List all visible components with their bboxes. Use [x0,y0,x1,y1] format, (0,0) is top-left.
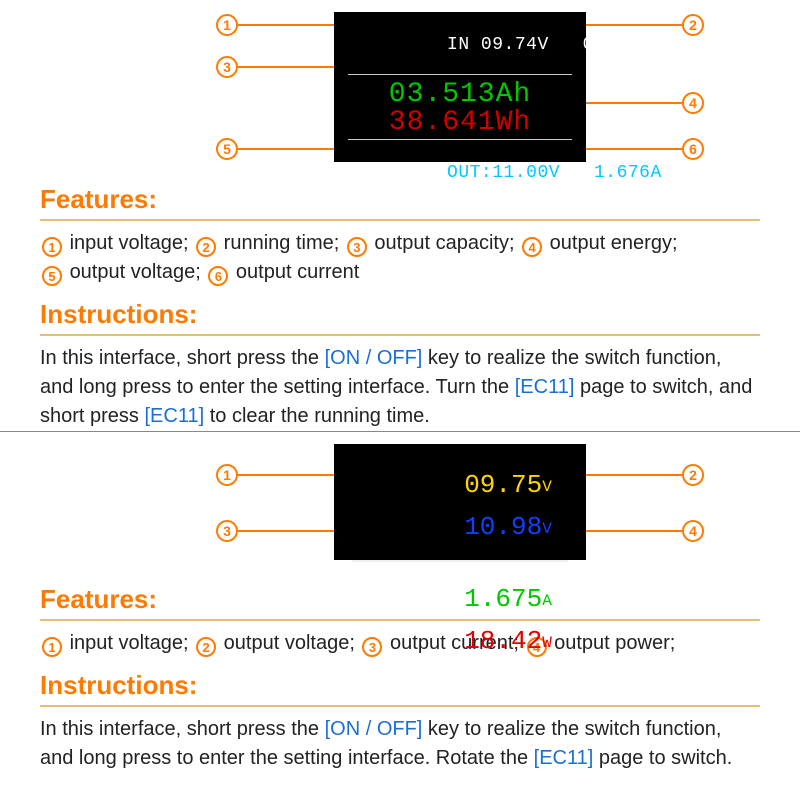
instr-text: to clear the running time. [204,405,430,427]
keyword-on-off: [ON / OFF] [325,347,423,369]
callout-badge-4: 4 [682,92,704,114]
instructions-text-1: In this interface, short press the [ON /… [40,344,760,431]
leader-b2 [586,474,682,476]
lcd1-divider-bottom [348,139,572,140]
feature-item: output capacity; [374,232,514,254]
lcd1-row-top: IN 09.74V 01:30:24 [334,18,586,72]
keyword-ec11: [EC11] [144,405,204,427]
feature-item: output voltage; [70,261,201,283]
leader-3 [238,66,334,68]
lcd1-capacity: 03.513Ah [334,81,586,109]
callout-badge-1: 1 [216,14,238,36]
callout-badge-b1: 1 [216,464,238,486]
leader-5 [238,148,334,150]
lcd2-w-unit: W [542,634,552,652]
callout-badge-b3: 3 [216,520,238,542]
lcd1-divider-top [348,74,572,75]
lcd2-output-current: 1.675 [464,584,542,614]
lcd-screen-2: 09.75V 10.98V 1.675A 18.42W [334,444,586,560]
leader-6 [586,148,682,150]
instructions-text-2: In this interface, short press the [ON /… [40,715,760,773]
callout-badge-5: 5 [216,138,238,160]
inline-badge-icon: 3 [347,237,367,257]
feature-item: input voltage; [70,632,189,654]
lcd2-row-bottom: 1.675A 18.42W [334,570,586,670]
lcd2-a-unit: A [542,592,552,610]
feature-item: running time; [224,232,340,254]
keyword-ec11: [EC11] [515,376,575,398]
callout-badge-2: 2 [682,14,704,36]
lcd2-v2-unit: V [542,520,552,538]
leader-1 [238,24,334,26]
feature-item: input voltage; [70,232,189,254]
inline-badge-icon: 1 [42,637,62,657]
diagram-2: 09.75V 10.98V 1.675A 18.42W 1 3 2 4 [40,444,760,572]
leader-b4 [586,530,682,532]
lcd2-output-voltage: 10.98 [464,512,542,542]
inline-badge-icon: 2 [196,237,216,257]
inline-badge-icon: 6 [208,266,228,286]
callout-badge-b4: 4 [682,520,704,542]
feature-item: output energy; [550,232,678,254]
inline-badge-icon: 4 [522,237,542,257]
callout-badge-b2: 2 [682,464,704,486]
lcd1-in-voltage: IN 09.74V [447,35,549,55]
features-list-1: 1 input voltage; 2 running time; 3 outpu… [40,229,760,287]
lcd1-row-bottom: OUT:11.00V 1.676A [334,146,586,200]
leader-b1 [238,474,334,476]
inline-badge-icon: 5 [42,266,62,286]
lcd1-out-voltage: OUT:11.00V [447,163,560,183]
callout-badge-6: 6 [682,138,704,160]
leader-4 [586,102,682,104]
lcd2-divider [352,560,568,562]
inline-badge-icon: 2 [196,637,216,657]
section-interface-2: 09.75V 10.98V 1.675A 18.42W 1 3 2 4 Fea [0,432,800,800]
instr-text: In this interface, short press the [40,718,325,740]
leader-b3 [238,530,334,532]
lcd1-energy: 38.641Wh [334,109,586,137]
leader-2 [586,24,682,26]
lcd2-output-power: 18.42 [464,626,542,656]
callout-badge-3: 3 [216,56,238,78]
lcd1-out-current: 1.676A [594,163,662,183]
inline-badge-icon: 1 [42,237,62,257]
instructions-heading-2: Instructions: [40,670,760,707]
lcd2-row-top: 09.75V 10.98V [334,456,586,556]
keyword-ec11: [EC11] [534,747,594,769]
instr-text: page to switch. [593,747,732,769]
lcd2-input-voltage: 09.75 [464,470,542,500]
lcd1-time: 01:30:24 [583,35,673,55]
diagram-1: IN 09.74V 01:30:24 03.513Ah 38.641Wh OUT… [40,12,760,172]
instructions-heading-1: Instructions: [40,299,760,336]
lcd2-v1-unit: V [542,478,552,496]
instr-text: In this interface, short press the [40,347,325,369]
keyword-on-off: [ON / OFF] [325,718,423,740]
lcd-screen-1: IN 09.74V 01:30:24 03.513Ah 38.641Wh OUT… [334,12,586,162]
feature-item: output current [236,261,359,283]
section-interface-1: IN 09.74V 01:30:24 03.513Ah 38.641Wh OUT… [0,0,800,432]
